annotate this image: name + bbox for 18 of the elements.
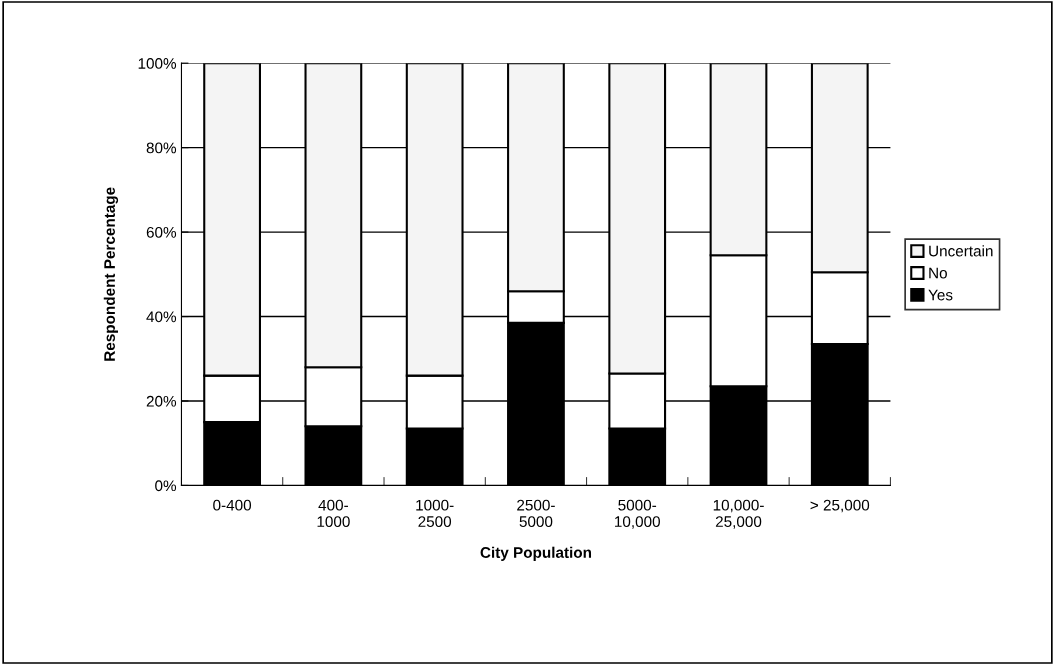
y-tick-label: 100% <box>138 58 177 69</box>
y-tick-label: 40% <box>146 311 177 323</box>
x-tick-label: 2500- 5000 <box>517 499 555 528</box>
y-tick-label: 80% <box>146 142 177 154</box>
legend-label: Yes <box>928 289 953 301</box>
y-tick-label: 20% <box>146 395 177 407</box>
legend-label: No <box>929 267 947 279</box>
x-tick-label: > 25,000 <box>810 499 870 513</box>
x-axis-title: City Population <box>480 546 592 561</box>
x-tick-label: 400- 1000 <box>317 499 350 528</box>
y-axis-title: Respondent Percentage <box>103 187 119 361</box>
x-tick-label: 10,000- 25,000 <box>713 499 764 529</box>
x-tick-label: 0-400 <box>213 499 252 511</box>
x-tick-label: 1000- 2500 <box>416 499 454 528</box>
y-tick-label: 60% <box>146 226 177 238</box>
legend-label: Uncertain <box>929 245 993 257</box>
x-tick-label: 5000- 10,000 <box>615 499 660 529</box>
y-tick-label: 0% <box>155 480 177 492</box>
